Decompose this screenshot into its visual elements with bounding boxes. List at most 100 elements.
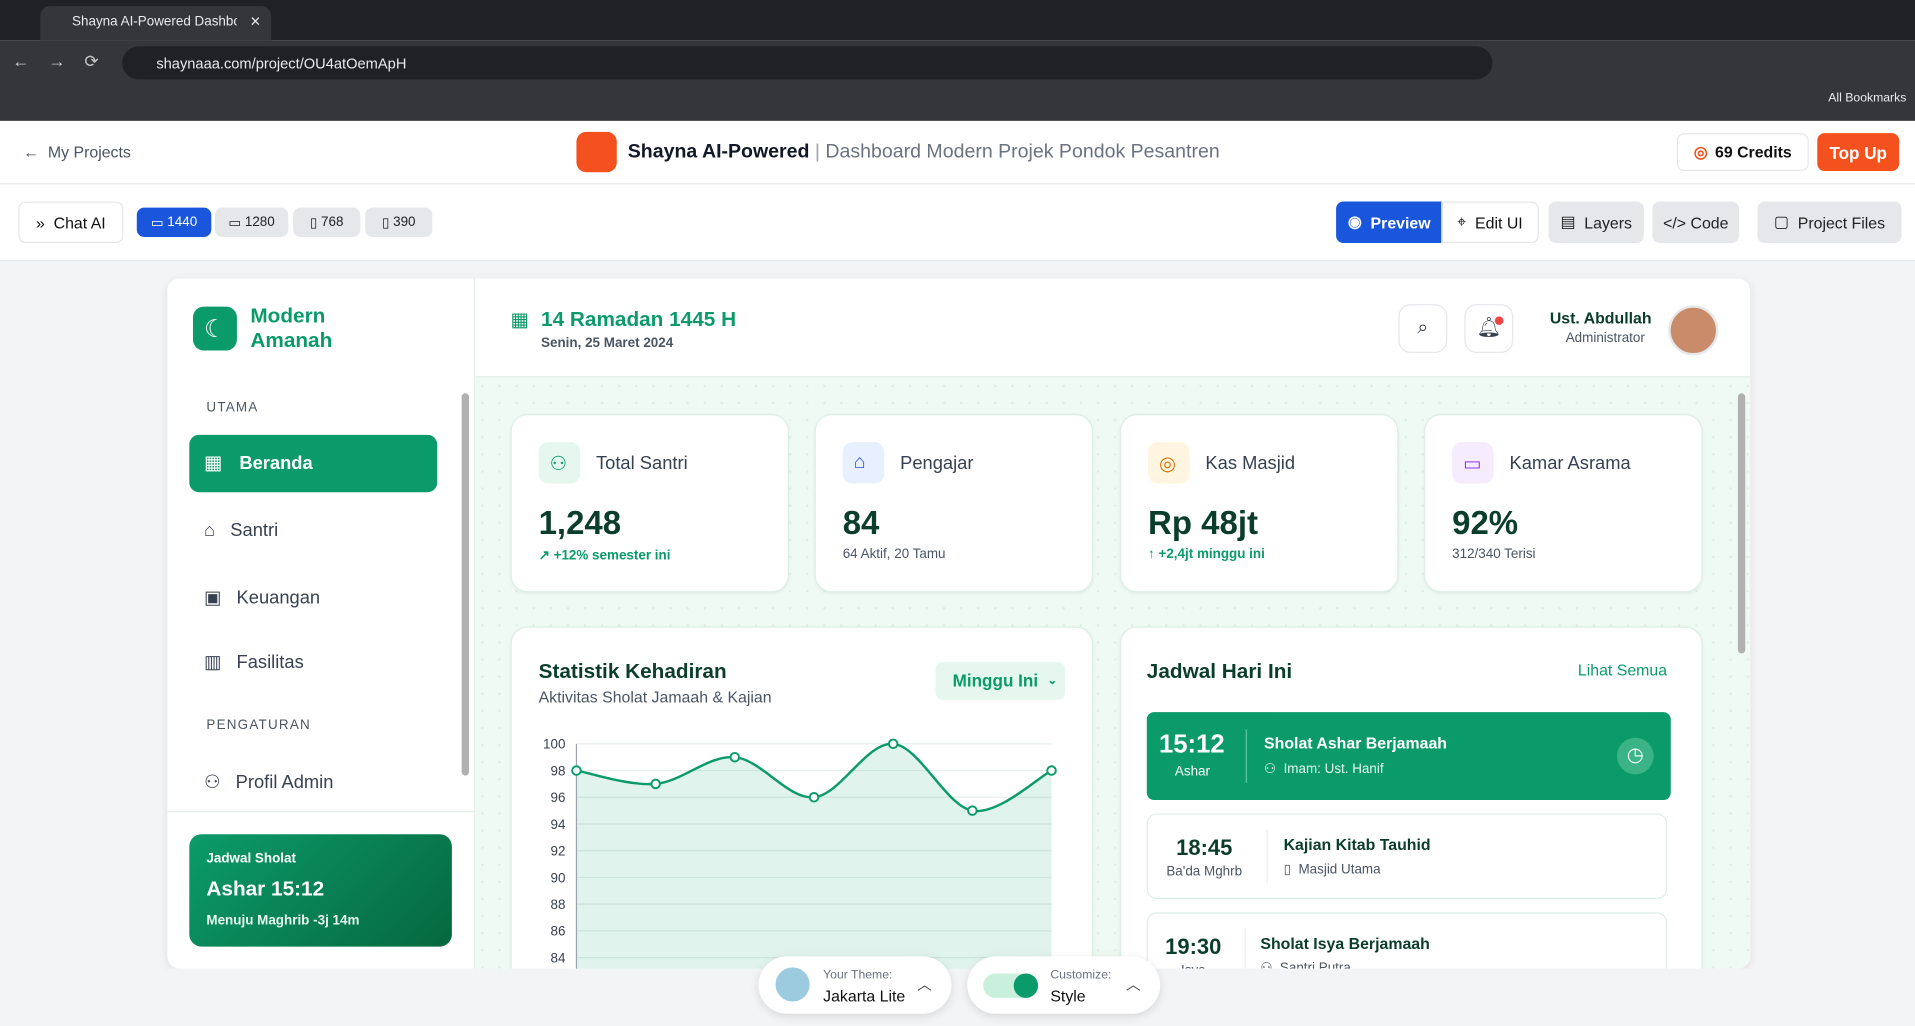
project-files[interactable]: ▢ Project Files <box>1757 202 1901 244</box>
stat-card: ◎ Kas Masjid Rp 48jt ↑ +2,4jt minggu ini <box>1120 414 1398 592</box>
divider <box>475 376 1750 377</box>
size-tab[interactable]: ▯ 768 <box>293 208 360 237</box>
schedule-label: Ashar <box>1175 765 1210 780</box>
point <box>810 793 819 802</box>
prayer-note: Menuju Maghrib -3j 14m <box>206 914 359 929</box>
nav-text: Santri <box>230 520 278 541</box>
stat-label: Kamar Asrama <box>1510 453 1631 474</box>
schedule-time: 15:12 <box>1159 730 1225 759</box>
nav-item[interactable]: ▥ Fasilitas <box>204 651 304 673</box>
schedule-title: Jadwal Hari Ini <box>1147 660 1292 684</box>
brand: Shayna AI-Powered | Dashboard Modern Pro… <box>628 142 1220 164</box>
tab[interactable]: Shayna AI-Powered Dashboard × <box>40 6 271 40</box>
schedule-detail: ⚇ Imam: Ust. Hanif <box>1264 761 1384 777</box>
customize-name: Style <box>1050 987 1085 1005</box>
calendar-icon: ▦ <box>511 308 529 332</box>
credits[interactable]: ◎69 Credits <box>1677 133 1809 171</box>
edit-text: Edit UI <box>1475 213 1523 231</box>
theme-switch[interactable]: Your Theme: Jakarta Lite ︿ <box>758 956 951 1013</box>
layout: ▦ <box>204 451 222 475</box>
back-link[interactable]: ← My Projects <box>23 143 131 161</box>
chart-card: Statistik Kehadiran Aktivitas Sholat Jam… <box>511 627 1094 996</box>
detail-text: Imam: Ust. Hanif <box>1284 762 1384 777</box>
schedule-detail: ▯ Masjid Utama <box>1284 861 1381 877</box>
logo-line: Amanah <box>250 329 332 353</box>
layers[interactable]: ▤ Layers <box>1549 202 1644 244</box>
point <box>1047 766 1056 775</box>
line-chart: 8486889092949698100 <box>512 628 1092 994</box>
layout <box>1014 973 1038 997</box>
schedule-item-active: 15:12 Ashar Sholat Ashar Berjamaah ⚇ Ima… <box>1147 712 1671 800</box>
stat-note: 312/340 Terisi <box>1452 547 1535 562</box>
nav-item[interactable]: ▣ Keuangan <box>204 586 320 608</box>
section-title: UTAMA <box>206 401 258 416</box>
search-button[interactable]: ⌕ <box>1398 304 1447 353</box>
nav-item[interactable]: ⌂ Santri <box>204 520 278 541</box>
nav-text: Keuangan <box>237 587 321 608</box>
schedule-label: Ba'da Mghrb <box>1166 865 1242 880</box>
y-tick-label: 92 <box>551 844 566 859</box>
separator: | <box>815 142 820 163</box>
point <box>572 766 581 775</box>
user-role: Administrator <box>1566 331 1645 346</box>
notification-button[interactable]: 🔔︎ <box>1464 304 1513 353</box>
stat-note: 64 Aktif, 20 Tamu <box>843 547 946 562</box>
y-tick-label: 88 <box>551 897 566 912</box>
date-sub: Senin, 25 Maret 2024 <box>541 336 673 351</box>
chat-text: Chat AI <box>54 213 106 231</box>
nav-text: Beranda <box>239 453 312 474</box>
scrollbar <box>1738 393 1745 653</box>
customize-label: Customize: <box>1050 969 1111 982</box>
nav-text: Profil Admin <box>236 772 334 793</box>
tab-strip <box>0 0 1915 40</box>
stat-card: ⌂ Pengajar 84 64 Aktif, 20 Tamu <box>815 414 1093 592</box>
size-text: 390 <box>393 215 415 230</box>
avatar <box>1668 305 1718 355</box>
stat-label: Kas Masjid <box>1205 453 1295 474</box>
y-tick-label: 84 <box>551 950 566 965</box>
stat-note-text: +12% semester ini <box>554 548 671 563</box>
stat-note: ↗ +12% semester ini <box>539 547 671 563</box>
stat-card: ▭ Kamar Asrama 92% 312/340 Terisi <box>1424 414 1702 592</box>
customize-switch[interactable]: Customize: Style ︿ <box>967 956 1160 1013</box>
preview[interactable]: ◉ Preview <box>1336 202 1442 244</box>
stat-value: Rp 48jt <box>1148 504 1258 542</box>
credits-text: 69 Credits <box>1715 143 1792 161</box>
divider <box>474 278 475 968</box>
files-text: Project Files <box>1798 213 1885 231</box>
code[interactable]: </> Code <box>1652 202 1739 244</box>
brand-subtitle: Dashboard Modern Projek Pondok Pesantren <box>825 142 1219 163</box>
tab-close: × <box>250 11 260 31</box>
y-tick-label: 98 <box>551 763 566 778</box>
address-bar[interactable]: shaynaaa.com/project/OU4atOemApH <box>122 46 1492 79</box>
schedule-time: 19:30 <box>1165 934 1221 960</box>
edit-ui[interactable]: ⌖ Edit UI <box>1441 202 1539 244</box>
nav-icons: ← → ⟳ <box>12 51 99 72</box>
stat-label: Pengajar <box>900 453 973 474</box>
top-up[interactable]: Top Up <box>1817 133 1899 171</box>
nav-text: Fasilitas <box>237 652 304 673</box>
chat-ai[interactable]: » Chat AI <box>18 202 123 244</box>
size-tab[interactable]: ▭ 1440 <box>137 208 211 237</box>
stat-note-text: +2,4jt minggu ini <box>1158 547 1264 562</box>
point <box>651 780 660 789</box>
y-tick-label: 96 <box>551 790 566 805</box>
schedule-link[interactable]: Lihat Semua <box>1578 661 1667 679</box>
stat-label: Total Santri <box>596 453 688 474</box>
schedule-time: 18:45 <box>1176 835 1232 861</box>
layout: ⚇ <box>550 452 568 476</box>
schedule-card: Jadwal Hari Ini Lihat Semua 15:12 Ashar … <box>1120 627 1703 996</box>
layout <box>1266 829 1267 883</box>
url: shaynaaa.com/project/OU4atOemApH <box>156 55 406 72</box>
size-tab[interactable]: ▭ 1280 <box>215 208 288 237</box>
size-tab[interactable]: ▯ 390 <box>365 208 432 237</box>
user-name: Ust. Abdullah <box>1550 309 1652 327</box>
nav-item-active[interactable]: ▦ Beranda <box>189 435 437 492</box>
detail-text: Masjid Utama <box>1298 862 1380 877</box>
stat-value: 84 <box>843 504 880 542</box>
layout: ︿ <box>917 973 932 994</box>
nav-item[interactable]: ⚇ Profil Admin <box>204 771 333 793</box>
y-tick-label: 86 <box>551 924 566 939</box>
